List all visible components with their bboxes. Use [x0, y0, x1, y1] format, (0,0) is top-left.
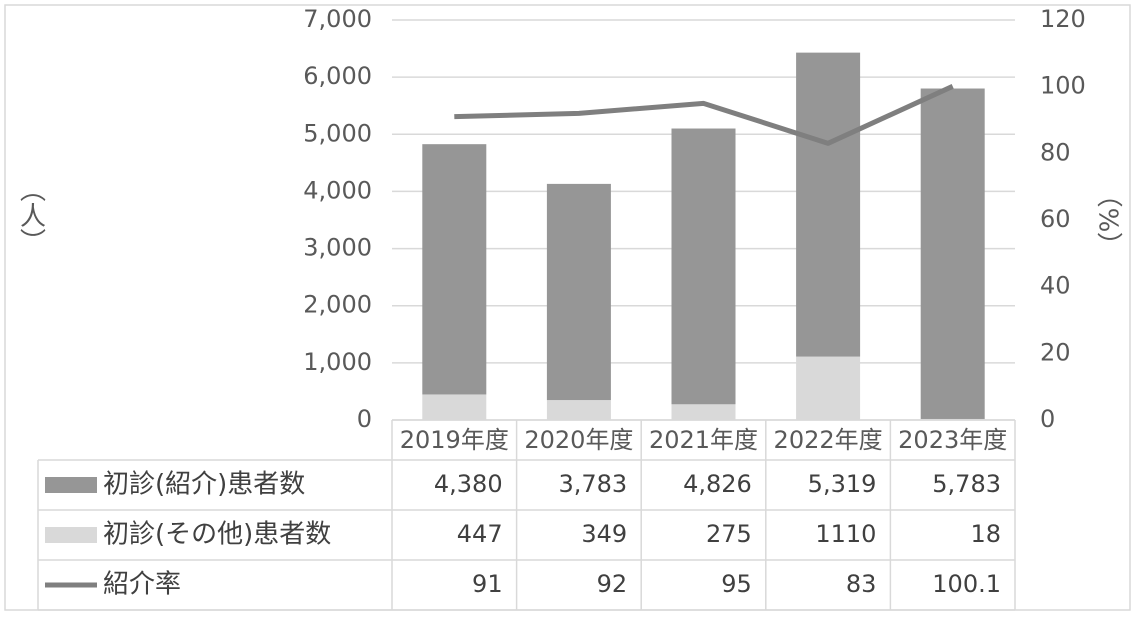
- y2-tick-label: 0: [1040, 405, 1055, 433]
- data-cell: 4,380: [434, 470, 503, 498]
- legend-key: [45, 477, 97, 493]
- y2-tick-label: 40: [1040, 272, 1071, 300]
- bar: [796, 356, 861, 420]
- y2-tick-label: 100: [1040, 72, 1086, 100]
- data-cell: 18: [970, 520, 1001, 548]
- y2-tick-label: 20: [1040, 338, 1071, 366]
- data-cell: 92: [597, 570, 628, 598]
- y2-tick-label: 120: [1040, 5, 1086, 33]
- data-cell: 95: [721, 570, 752, 598]
- legend-label: 初診(紹介)患者数: [103, 470, 305, 500]
- y-tick-label: 0: [357, 405, 372, 433]
- data-cell: 91: [472, 570, 503, 598]
- data-cell: 4,826: [683, 470, 752, 498]
- y2-tick-label: 60: [1040, 205, 1071, 233]
- x-tick-label: 2021年度: [649, 426, 758, 454]
- data-cell: 83: [846, 570, 877, 598]
- data-cell: 349: [581, 520, 627, 548]
- data-cell: 275: [706, 520, 752, 548]
- x-tick-label: 2023年度: [898, 426, 1007, 454]
- legend-key: [45, 527, 97, 543]
- y-tick-label: 4,000: [303, 176, 372, 204]
- bar: [422, 394, 487, 420]
- x-tick-label: 2019年度: [400, 426, 509, 454]
- x-tick-label: 2020年度: [524, 426, 633, 454]
- y2-tick-label: 80: [1040, 138, 1071, 166]
- x-tick-label: 2022年度: [774, 426, 883, 454]
- bar: [546, 400, 611, 420]
- y-tick-label: 3,000: [303, 234, 372, 262]
- y2-axis-label: （%）: [1093, 182, 1123, 259]
- line-series: [454, 84, 954, 146]
- y-tick-label: 6,000: [303, 62, 372, 90]
- data-cell: 100.1: [932, 570, 1001, 598]
- y-axis-label: （人）: [16, 176, 46, 254]
- bar: [796, 52, 861, 357]
- legend-label: 初診(その他)患者数: [103, 520, 331, 550]
- y-tick-label: 2,000: [303, 291, 372, 319]
- bar: [671, 404, 736, 420]
- y-tick-label: 5,000: [303, 119, 372, 147]
- data-cell: 5,783: [932, 470, 1001, 498]
- legend-label: 紹介率: [103, 570, 181, 600]
- data-cell: 1110: [815, 520, 876, 548]
- data-cell: 3,783: [558, 470, 627, 498]
- data-cell: 447: [457, 520, 503, 548]
- bar: [671, 128, 736, 405]
- bar: [920, 88, 985, 419]
- bar: [422, 144, 487, 395]
- y-tick-label: 1,000: [303, 348, 372, 376]
- bar: [920, 418, 985, 420]
- bar: [546, 183, 611, 401]
- y-tick-label: 7,000: [303, 5, 372, 33]
- data-cell: 5,319: [808, 470, 877, 498]
